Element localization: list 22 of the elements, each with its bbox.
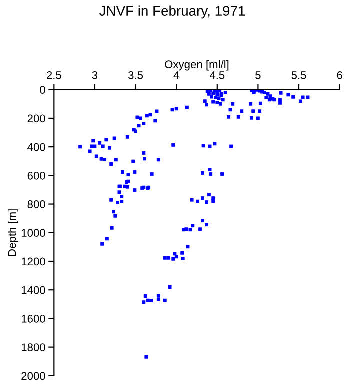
x-tick-label: 3.5 [128,71,144,80]
y-tick-label: 1200 [22,258,46,266]
y-tick-label: 2000 [22,372,46,380]
x-tick-label: 4.5 [210,72,225,80]
y-tick-label: 1000 [22,229,46,238]
y-tick-label: 1800 [22,344,46,352]
x-tick-label: 4 [174,72,180,80]
y-tick-label: 800 [28,200,46,208]
y-tick-label: 0 [40,86,46,94]
y-axis-title: Depth [m] [8,210,18,256]
y-tick-label: 1400 [22,286,46,294]
x-tick-label: 5 [256,72,261,80]
y-tick-label: 600 [28,172,46,180]
x-tick-label: 6 [337,71,342,80]
x-tick-label: 3 [92,71,98,80]
x-tick-label: 2.5 [47,71,62,80]
y-tick-label: 1600 [22,314,46,323]
y-tick-label: 400 [28,143,46,152]
x-axis-title: Oxygen [ml/l] [165,60,229,71]
chart-title: JNVF in February, 1971 [100,6,246,19]
y-tick-label: 200 [28,114,46,123]
x-tick-label: 5.5 [292,72,306,80]
